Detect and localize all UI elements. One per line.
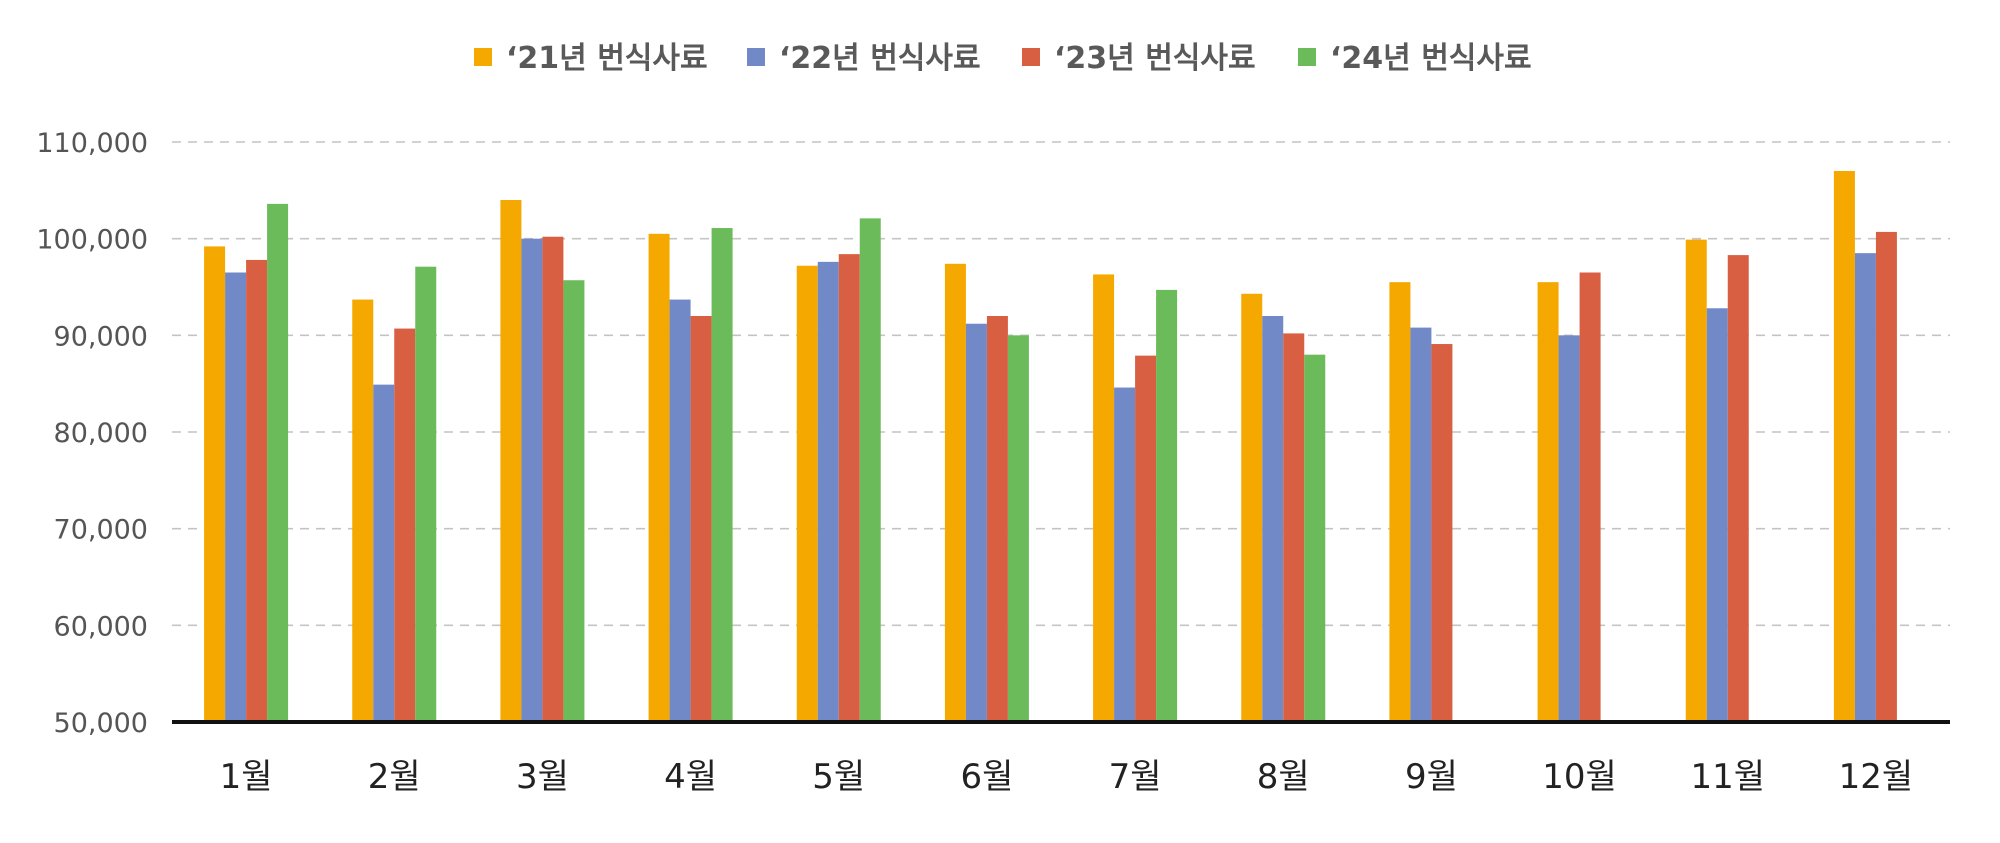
bar bbox=[225, 272, 247, 722]
legend-swatch bbox=[1022, 48, 1040, 66]
bar bbox=[1007, 335, 1029, 722]
bar bbox=[415, 266, 437, 722]
bar bbox=[500, 200, 522, 722]
bar bbox=[796, 265, 818, 722]
bar bbox=[690, 316, 712, 722]
x-tick-label: 2월 bbox=[368, 757, 421, 797]
bars bbox=[204, 171, 1897, 723]
bar bbox=[944, 263, 966, 722]
legend-swatch bbox=[747, 48, 765, 66]
legend-swatch bbox=[474, 48, 492, 66]
bar bbox=[204, 246, 226, 722]
bar bbox=[1114, 387, 1136, 722]
legend-label: ‘21년 번식사료 bbox=[506, 41, 708, 76]
bar bbox=[1875, 231, 1897, 722]
bar bbox=[1685, 239, 1707, 722]
bar bbox=[542, 236, 564, 722]
y-tick-label: 80,000 bbox=[54, 418, 148, 449]
legend-label: ‘23년 번식사료 bbox=[1054, 41, 1256, 76]
bar bbox=[1579, 272, 1601, 722]
bar bbox=[1431, 344, 1453, 722]
bar bbox=[817, 261, 839, 722]
bar bbox=[1093, 274, 1115, 722]
bar bbox=[1135, 355, 1157, 722]
x-tick-label: 9월 bbox=[1405, 757, 1458, 797]
bar bbox=[1854, 253, 1876, 722]
y-tick-label: 110,000 bbox=[36, 128, 148, 159]
bar bbox=[1537, 282, 1559, 722]
x-tick-label: 11월 bbox=[1690, 757, 1765, 797]
bar bbox=[859, 218, 881, 722]
x-tick-label: 4월 bbox=[664, 757, 717, 797]
bar bbox=[648, 233, 670, 723]
bar bbox=[373, 384, 395, 722]
bar bbox=[563, 280, 585, 722]
bar bbox=[986, 316, 1008, 722]
y-tick-label: 60,000 bbox=[54, 611, 148, 642]
gridlines bbox=[172, 141, 1950, 627]
x-tick-label: 7월 bbox=[1109, 757, 1162, 797]
bar bbox=[394, 328, 416, 722]
y-axis-ticks: 50,000 60,000 70,000 80,000 90,000 100,000 110… bbox=[36, 128, 148, 739]
bar bbox=[352, 299, 374, 722]
x-tick-label: 8월 bbox=[1257, 757, 1310, 797]
bar bbox=[1283, 333, 1305, 722]
legend: ‘21년 번식사료 ‘22년 번식사료 ‘23년 번식사료 ‘24년 번식사료 bbox=[474, 41, 1532, 76]
legend-label: ‘22년 번식사료 bbox=[779, 41, 981, 76]
bar bbox=[267, 203, 289, 722]
bar bbox=[1833, 171, 1855, 722]
x-tick-label: 1월 bbox=[220, 757, 273, 797]
x-tick-label: 6월 bbox=[960, 757, 1013, 797]
bar bbox=[1558, 335, 1580, 722]
x-tick-label: 10월 bbox=[1542, 757, 1617, 797]
bar bbox=[1706, 308, 1728, 722]
y-tick-label: 90,000 bbox=[54, 321, 148, 352]
y-tick-label: 50,000 bbox=[54, 708, 148, 739]
bar bbox=[838, 254, 860, 722]
bar bbox=[669, 299, 691, 722]
bar bbox=[1241, 293, 1263, 722]
bar bbox=[711, 228, 733, 723]
bar bbox=[1389, 282, 1411, 722]
legend-label: ‘24년 번식사료 bbox=[1330, 41, 1532, 76]
bar bbox=[1304, 354, 1326, 722]
legend-swatch bbox=[1298, 48, 1316, 66]
bar bbox=[1262, 316, 1284, 722]
bar bbox=[1727, 255, 1749, 722]
bar bbox=[246, 259, 268, 722]
x-tick-label: 12월 bbox=[1839, 757, 1914, 797]
y-tick-label: 100,000 bbox=[36, 225, 148, 256]
bar bbox=[965, 323, 987, 722]
bar bbox=[1410, 327, 1432, 722]
bar bbox=[1156, 289, 1178, 722]
bar bbox=[521, 238, 543, 722]
x-axis-ticks: 1월 2월 3월 4월 5월 6월 7월 8월 9월 10월 11월 12월 bbox=[220, 757, 1914, 797]
x-tick-label: 3월 bbox=[516, 757, 569, 797]
y-tick-label: 70,000 bbox=[54, 515, 148, 546]
x-tick-label: 5월 bbox=[812, 757, 865, 797]
